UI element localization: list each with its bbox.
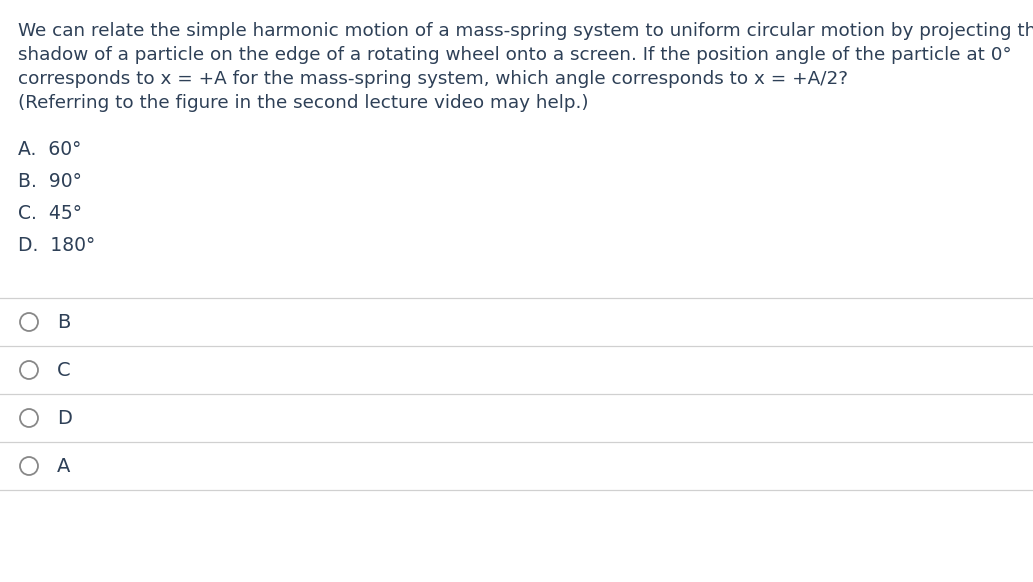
Text: B.  90°: B. 90° (18, 172, 82, 191)
Text: D.  180°: D. 180° (18, 236, 95, 255)
Text: shadow of a particle on the edge of a rotating wheel onto a screen. If the posit: shadow of a particle on the edge of a ro… (18, 46, 1011, 64)
Text: A: A (57, 456, 70, 475)
Text: C: C (57, 360, 70, 379)
Text: A.  60°: A. 60° (18, 140, 82, 159)
Text: We can relate the simple harmonic motion of a mass-spring system to uniform circ: We can relate the simple harmonic motion… (18, 22, 1033, 40)
Text: (Referring to the figure in the second lecture video may help.): (Referring to the figure in the second l… (18, 94, 589, 112)
Text: D: D (57, 409, 72, 428)
Text: corresponds to x = +A for the mass-spring system, which angle corresponds to x =: corresponds to x = +A for the mass-sprin… (18, 70, 848, 88)
Text: C.  45°: C. 45° (18, 204, 82, 223)
Text: B: B (57, 313, 70, 332)
